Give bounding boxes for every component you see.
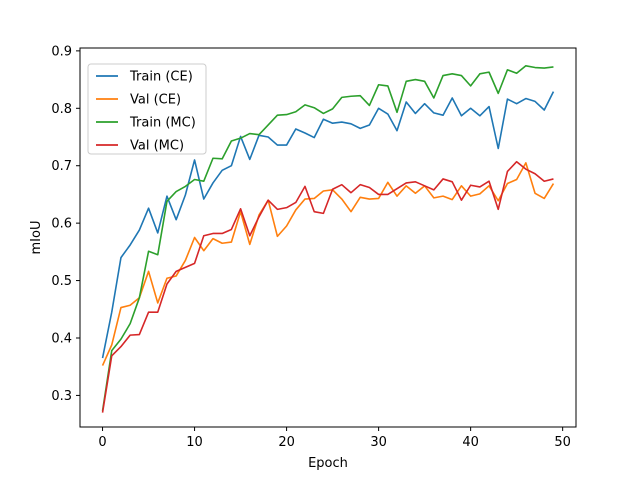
- y-axis-ticks: 0.3 0.4 0.5 0.6 0.7 0.8 0.9: [51, 44, 80, 404]
- x-tick-label: 20: [278, 435, 295, 450]
- y-tick-label: 0.3: [51, 389, 72, 404]
- series-line-train-ce: [101, 91, 555, 359]
- legend-label-train-ce: Train (CE): [129, 70, 193, 85]
- plot-frame: [79, 47, 577, 428]
- x-tick-label: 10: [186, 435, 203, 450]
- series-line-val-mc: [101, 160, 554, 413]
- y-tick-label: 0.6: [51, 217, 72, 232]
- x-axis-label: Epoch: [308, 456, 348, 471]
- legend-box: [87, 63, 207, 155]
- x-tick-label: 0: [98, 435, 106, 450]
- y-tick-label: 0.4: [51, 331, 72, 346]
- legend-label-train-mc: Train (MC): [129, 116, 196, 131]
- y-tick-label: 0.9: [51, 44, 72, 59]
- x-tick-label: 40: [462, 435, 479, 450]
- y-tick-label: 0.5: [51, 274, 72, 289]
- y-tick-label: 0.7: [51, 159, 72, 174]
- x-axis-ticks: 0 10 20 30 40 50: [98, 427, 571, 450]
- x-tick-label: 50: [554, 435, 571, 450]
- series-line-val-ce: [101, 162, 555, 366]
- legend-label-val-ce: Val (CE): [130, 93, 181, 108]
- legend: Train (CE) Val (CE) Train (MC) Val (MC): [87, 63, 207, 155]
- y-tick-label: 0.8: [51, 102, 72, 117]
- y-axis-label: mIoU: [29, 221, 44, 255]
- series-lines: [101, 65, 555, 413]
- legend-label-val-mc: Val (MC): [130, 139, 184, 154]
- x-tick-label: 30: [370, 435, 387, 450]
- series-line-train-mc: [101, 65, 554, 412]
